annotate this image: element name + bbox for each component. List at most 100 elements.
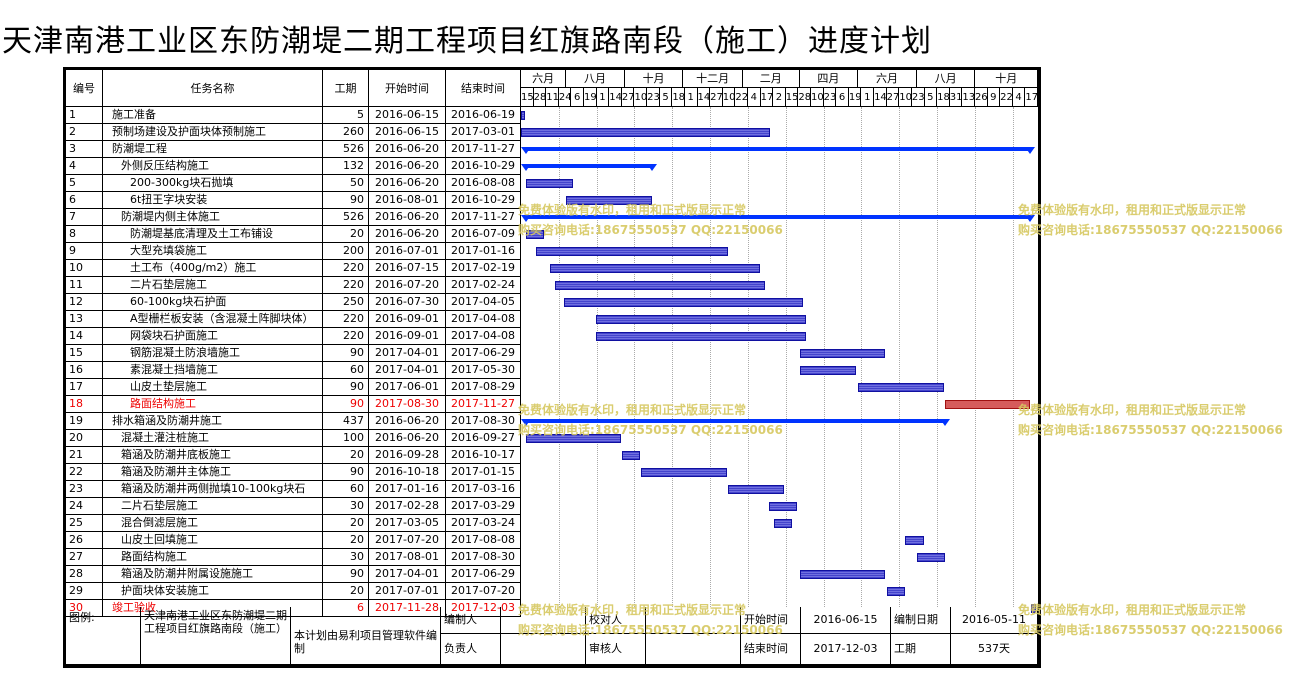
timeline-day: 23 [911,88,925,107]
task-bar[interactable] [554,281,766,290]
task-name: 网袋块石护面施工 [103,328,323,345]
task-bar[interactable] [641,468,727,477]
header-start: 开始时间 [369,70,446,107]
task-start: 2016-06-20 [369,209,446,226]
task-bar[interactable] [905,536,924,545]
watermark: 免费体验版有水印，租用和正式版显示正常 购买咨询电话:18675550537 QQ… [1018,603,1283,637]
timeline-month: 六月 [858,70,917,88]
task-start: 2017-08-01 [369,549,446,566]
start-label: 开始时间 [741,607,801,634]
task-end: 2016-08-08 [446,175,521,192]
summary-bar[interactable] [520,215,1036,222]
task-end: 2016-10-17 [446,447,521,464]
task-id: 28 [66,566,103,583]
task-bar[interactable] [727,485,785,494]
task-start: 2017-07-01 [369,583,446,600]
task-start: 2016-09-28 [369,447,446,464]
task-id: 29 [66,583,103,600]
timeline-day: 9 [987,88,1001,107]
task-end: 2017-03-16 [446,481,521,498]
task-bar[interactable] [595,315,807,324]
task-duration: 437 [323,413,369,430]
timeline-month: 六月 [521,70,567,88]
task-start: 2016-07-30 [369,294,446,311]
task-bar[interactable] [525,434,621,443]
task-duration: 260 [323,124,369,141]
task-duration: 30 [323,549,369,566]
task-bar[interactable] [887,587,906,596]
task-end: 2017-03-24 [446,515,521,532]
task-end: 2017-02-19 [446,260,521,277]
task-duration: 220 [323,277,369,294]
task-bar[interactable] [799,349,886,358]
task-bar[interactable] [525,179,573,188]
task-id: 10 [66,260,103,277]
task-bar[interactable] [799,570,886,579]
task-bar[interactable] [768,502,797,511]
task-end: 2016-10-29 [446,158,521,175]
task-end: 2017-01-15 [446,464,521,481]
task-name: 箱涵及防潮井附属设施施工 [103,566,323,583]
timeline-day: 5 [659,88,673,107]
task-name: 排水箱涵及防潮井施工 [103,413,323,430]
task-start: 2017-02-28 [369,498,446,515]
task-duration: 90 [323,192,369,209]
task-bar[interactable] [566,196,652,205]
timeline-day: 5 [924,88,938,107]
timeline-day: 10 [722,88,736,107]
summary-bar[interactable] [520,419,950,426]
task-name: A型栅栏板安装（含混凝土阵脚块体） [103,311,323,328]
grid-line [558,107,560,607]
task-duration: 90 [323,396,369,413]
watermark: 免费体验版有水印，租用和正式版显示正常 购买咨询电话:18675550537 QQ… [1018,403,1283,437]
task-bar[interactable] [549,264,761,273]
compiler-value[interactable] [501,607,586,634]
task-bar[interactable] [525,230,545,239]
gantt-table: 编号 任务名称 工期 开始时间 结束时间 1 施工准备 5 2016-06-15 201… [63,67,1041,668]
task-id: 3 [66,141,103,158]
task-duration: 526 [323,141,369,158]
end-label: 结束时间 [741,634,801,665]
timeline-day: 26 [974,88,988,107]
timeline-day: 14 [609,88,622,107]
timeline-day: 1 [684,88,698,107]
task-id: 19 [66,413,103,430]
summary-bar[interactable] [520,147,1036,154]
task-bar[interactable] [521,111,525,120]
task-duration: 20 [323,515,369,532]
task-start: 2016-06-20 [369,430,446,447]
task-duration: 90 [323,379,369,396]
date-value: 2016-05-11 [951,607,1038,634]
timeline-month: 十月 [975,70,1038,88]
task-duration: 6 [323,600,369,617]
task-bar[interactable] [773,519,792,528]
task-end: 2017-08-30 [446,549,521,566]
owner-value[interactable] [501,634,586,665]
timeline-day: 1 [861,88,875,107]
task-id: 25 [66,515,103,532]
timeline-day: 1 [596,88,610,107]
reviewer-value[interactable] [646,607,741,634]
task-bar[interactable] [595,332,807,341]
task-bar[interactable] [1031,604,1036,613]
task-duration: 20 [323,532,369,549]
task-bar[interactable] [858,383,944,392]
task-bar[interactable] [944,400,1031,409]
task-start: 2016-06-15 [369,124,446,141]
task-start: 2016-06-20 [369,175,446,192]
timeline-month: 八月 [566,70,625,88]
task-bar[interactable] [799,366,857,375]
task-bar[interactable] [536,247,728,256]
task-bar[interactable] [521,128,770,137]
task-bar[interactable] [916,553,945,562]
task-bar[interactable] [564,298,804,307]
task-id: 2 [66,124,103,141]
task-bar[interactable] [621,451,641,460]
task-duration: 250 [323,294,369,311]
auditor-value[interactable] [646,634,741,665]
timeline-day: 4 [747,88,761,107]
task-start: 2017-11-28 [369,600,446,617]
grid-line [672,107,674,607]
summary-bar[interactable] [520,164,657,171]
task-id: 9 [66,243,103,260]
